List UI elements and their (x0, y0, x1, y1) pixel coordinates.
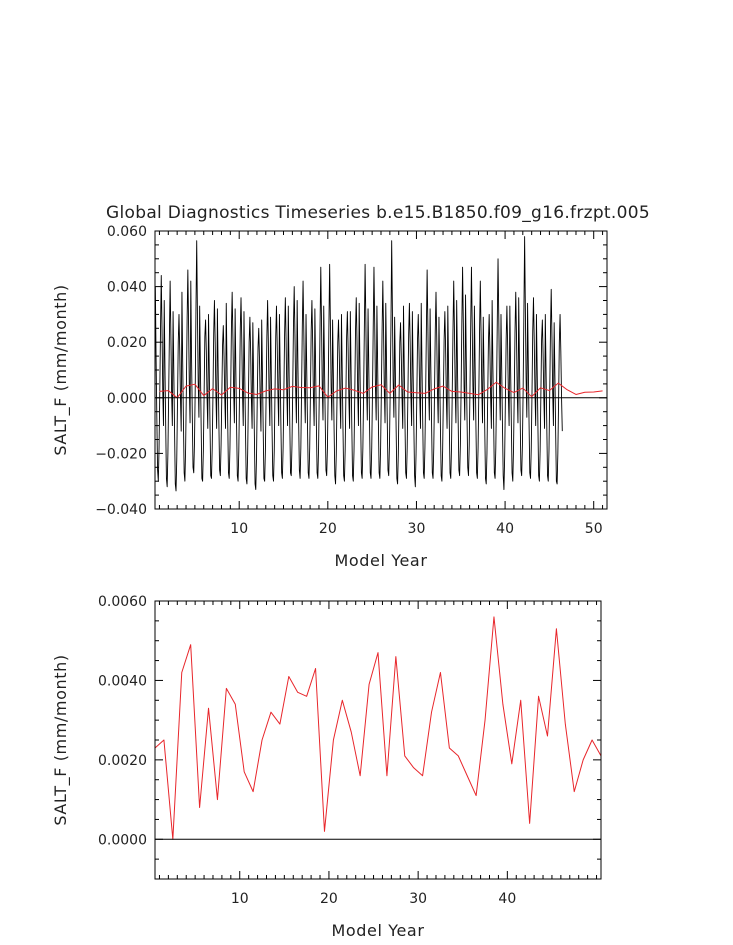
y-tick-label: 0.0060 (98, 594, 147, 610)
series-line-1 (154, 616, 602, 840)
x-axis-label: Model Year (335, 551, 428, 570)
x-axis-label: Model Year (332, 921, 425, 940)
x-tick-label: 50 (585, 521, 603, 537)
ticks-layer: 10 20 30 40 0.0000 0.0020 0.0040 0.0060 (98, 594, 601, 907)
chart-bottom: 10 20 30 40 0.0000 0.0020 0.0040 0.0060 Model Y… (51, 594, 602, 940)
x-tick-label: 40 (496, 521, 514, 537)
x-tick-label: 10 (230, 521, 248, 537)
y-tick-label: 0.0040 (98, 673, 147, 689)
x-tick-label: 30 (409, 891, 427, 907)
chart-title: Global Diagnostics Timeseries b.e15.B185… (106, 203, 650, 223)
y-tick-label: −0.020 (95, 446, 147, 462)
x-tick-label: 20 (320, 891, 338, 907)
y-tick-label: 0.060 (107, 224, 147, 240)
chart-top: Global Diagnostics Timeseries b.e15.B185… (51, 203, 650, 570)
x-tick-label: 40 (498, 891, 516, 907)
ticks-layer: 10 20 30 40 50 −0.040 −0.020 0.000 0.020 0.040 0.0… (95, 224, 607, 537)
x-tick-label: 20 (319, 521, 337, 537)
y-tick-label: 0.000 (107, 391, 147, 407)
y-tick-label: −0.040 (95, 502, 147, 518)
plot-frame (154, 230, 608, 510)
series-line-2 (159, 381, 603, 399)
y-tick-label: 0.0000 (98, 832, 147, 848)
x-tick-label: 10 (231, 891, 249, 907)
x-tick-label: 30 (408, 521, 426, 537)
series-layer (154, 236, 603, 492)
y-tick-label: 0.040 (107, 280, 147, 296)
y-axis-label: SALT_F (mm/month) (51, 654, 71, 825)
y-axis-label: SALT_F (mm/month) (51, 284, 71, 455)
y-tick-label: 0.020 (107, 335, 147, 351)
series-line-1 (154, 236, 563, 492)
series-layer (154, 616, 602, 840)
y-tick-label: 0.0020 (98, 753, 147, 769)
